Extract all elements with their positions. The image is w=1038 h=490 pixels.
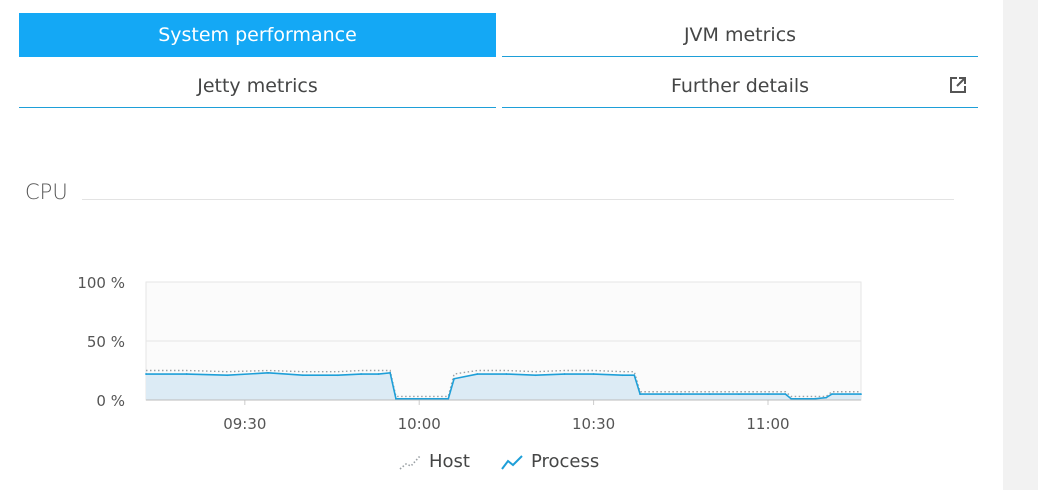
process-point <box>453 377 455 380</box>
process-point <box>860 393 862 395</box>
process-point <box>621 374 624 377</box>
x-tick-label: 10:30 <box>572 415 615 433</box>
process-point <box>633 374 636 377</box>
process-point <box>336 374 339 377</box>
chart-legend: Host Process <box>398 451 629 472</box>
section-title: CPU <box>25 180 68 204</box>
host-series-icon <box>399 454 421 470</box>
scrollbar-track[interactable] <box>1003 0 1038 490</box>
process-point <box>813 397 816 400</box>
process-point <box>679 393 682 395</box>
legend-label-host: Host <box>429 451 470 472</box>
y-tick-label: 100 % <box>77 274 125 292</box>
process-point <box>534 374 537 377</box>
process-point <box>226 374 229 377</box>
process-point <box>563 373 566 375</box>
process-point <box>360 373 362 375</box>
process-point <box>738 393 740 395</box>
process-point <box>389 371 392 374</box>
legend-item-host[interactable]: Host <box>398 451 470 472</box>
process-point <box>639 393 642 395</box>
y-tick-label: 0 % <box>96 392 125 410</box>
process-point <box>767 393 769 395</box>
cpu-chart: 100 % 50 % 0 % 09:30 10:00 10:30 11:00 <box>77 274 862 433</box>
section-divider <box>82 199 954 200</box>
process-point <box>302 374 304 377</box>
process-point <box>185 373 188 375</box>
process-point <box>790 397 793 400</box>
tab-further-details-label: Further details <box>670 74 810 97</box>
process-point <box>145 373 147 375</box>
external-link-icon[interactable] <box>948 75 968 95</box>
process-point <box>476 373 479 375</box>
legend-label-process: Process <box>530 451 600 472</box>
process-point <box>825 396 828 399</box>
process-point <box>592 373 595 375</box>
x-tick-label: 10:00 <box>398 415 441 433</box>
tab-system-performance[interactable]: System performance <box>19 13 496 57</box>
process-point <box>377 373 380 375</box>
host-series-line <box>146 369 861 398</box>
tab-further-details[interactable]: Further details <box>502 64 978 108</box>
tab-jetty-metrics[interactable]: Jetty metrics <box>19 64 496 108</box>
process-point <box>831 393 833 395</box>
process-point <box>395 397 397 400</box>
y-tick-label: 50 % <box>87 333 125 351</box>
legend-item-process[interactable]: Process <box>500 451 599 472</box>
process-point <box>708 393 711 395</box>
x-tick-label: 09:30 <box>223 415 266 433</box>
process-area <box>146 372 861 400</box>
process-point <box>441 397 444 400</box>
x-tick-label: 11:00 <box>746 415 789 433</box>
process-point <box>784 393 787 395</box>
process-series-icon <box>501 454 523 470</box>
tab-jvm-metrics[interactable]: JVM metrics <box>502 13 978 57</box>
process-point <box>447 397 450 400</box>
process-point <box>267 371 269 374</box>
process-point <box>505 373 508 375</box>
